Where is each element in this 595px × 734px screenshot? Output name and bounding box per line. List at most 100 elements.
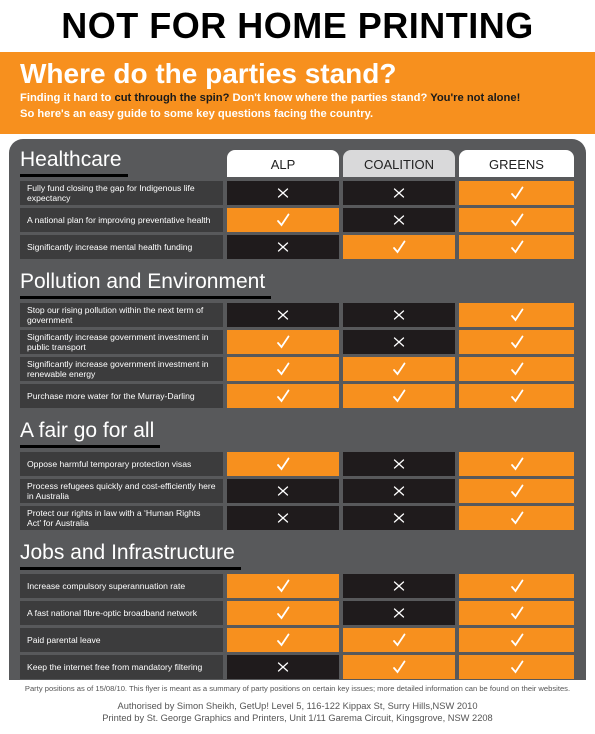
check-icon: [277, 389, 290, 403]
oppose-cell: [227, 479, 339, 503]
support-cell: [227, 601, 339, 625]
row: Significantly increase mental health fun…: [20, 235, 576, 259]
column-header: GREENS: [459, 150, 574, 177]
footnote: Party positions as of 15/08/10. This fly…: [24, 684, 571, 693]
row: Keep the internet free from mandatory fi…: [20, 655, 576, 679]
cross-icon: [277, 486, 289, 496]
oppose-cell: [343, 208, 455, 232]
support-cell: [459, 628, 574, 652]
oppose-cell: [227, 655, 339, 679]
support-cell: [343, 628, 455, 652]
row: A fast national fibre-optic broadband ne…: [20, 601, 576, 625]
support-cell: [343, 357, 455, 381]
question: Fully fund closing the gap for Indigenou…: [20, 181, 223, 205]
cross-icon: [277, 188, 289, 198]
oppose-cell: [227, 181, 339, 205]
support-cell: [227, 357, 339, 381]
intro-text: Finding it hard to: [20, 92, 115, 104]
oppose-cell: [343, 574, 455, 598]
intro-text: Don't know where the parties stand?: [229, 92, 431, 104]
support-cell: [227, 384, 339, 408]
support-cell: [459, 452, 574, 476]
support-cell: [459, 235, 574, 259]
cross-icon: [393, 486, 405, 496]
section-title: A fair go for all: [20, 418, 161, 448]
support-cell: [459, 357, 574, 381]
oppose-cell: [343, 452, 455, 476]
check-icon: [510, 633, 523, 647]
row: Fully fund closing the gap for Indigenou…: [20, 181, 576, 205]
cross-icon: [393, 581, 405, 591]
check-icon: [510, 362, 523, 376]
oppose-cell: [343, 506, 455, 530]
question: A fast national fibre-optic broadband ne…: [20, 601, 223, 625]
cross-icon: [393, 310, 405, 320]
support-cell: [227, 330, 339, 354]
section-title: Pollution and Environment: [20, 269, 272, 299]
row: Oppose harmful temporary protection visa…: [20, 452, 576, 476]
support-cell: [227, 628, 339, 652]
support-cell: [343, 235, 455, 259]
support-cell: [459, 479, 574, 503]
check-icon: [510, 511, 523, 525]
support-cell: [459, 330, 574, 354]
row: Paid parental leave: [20, 628, 576, 652]
support-cell: [459, 181, 574, 205]
support-cell: [227, 452, 339, 476]
column-header: COALITION: [343, 150, 455, 177]
check-icon: [277, 362, 290, 376]
check-icon: [393, 362, 406, 376]
cross-icon: [393, 608, 405, 618]
cross-icon: [393, 337, 405, 347]
check-icon: [277, 457, 290, 471]
support-cell: [459, 384, 574, 408]
support-cell: [459, 303, 574, 327]
check-icon: [393, 240, 406, 254]
section-title: Jobs and Infrastructure: [20, 540, 241, 570]
check-icon: [510, 579, 523, 593]
section-header: Healthcare ALP COALITION GREENS: [20, 147, 576, 177]
support-cell: [227, 208, 339, 232]
printer: Printed by St. George Graphics and Print…: [102, 713, 493, 723]
support-cell: [459, 506, 574, 530]
oppose-cell: [227, 303, 339, 327]
row: Increase compulsory superannuation rate: [20, 574, 576, 598]
cross-icon: [393, 188, 405, 198]
section-header: A fair go for all: [20, 418, 576, 448]
check-icon: [510, 389, 523, 403]
question: Significantly increase mental health fun…: [20, 235, 223, 259]
row: Significantly increase government invest…: [20, 357, 576, 381]
column-header: ALP: [227, 150, 339, 177]
check-icon: [510, 484, 523, 498]
row: Significantly increase government invest…: [20, 330, 576, 354]
check-icon: [277, 606, 290, 620]
check-icon: [393, 660, 406, 674]
check-icon: [510, 660, 523, 674]
question: Keep the internet free from mandatory fi…: [20, 655, 223, 679]
row: A national plan for improving preventati…: [20, 208, 576, 232]
banner: NOT FOR HOME PRINTING: [61, 5, 534, 46]
oppose-cell: [343, 303, 455, 327]
question: Increase compulsory superannuation rate: [20, 574, 223, 598]
cross-icon: [393, 513, 405, 523]
intro: Finding it hard to cut through the spin?…: [20, 90, 575, 106]
check-icon: [277, 579, 290, 593]
authorisation: Authorised by Simon Sheikh, GetUp! Level…: [117, 701, 478, 711]
support-cell: [459, 655, 574, 679]
cross-icon: [393, 459, 405, 469]
oppose-cell: [227, 506, 339, 530]
intro-highlight: cut through the spin?: [114, 92, 230, 104]
intro-highlight: You're not alone!: [430, 92, 521, 104]
check-icon: [277, 213, 290, 227]
question: Stop our rising pollution within the nex…: [20, 303, 223, 327]
check-icon: [510, 308, 523, 322]
comparison-panel: Healthcare ALP COALITION GREENS Fully fund c…: [9, 139, 586, 680]
title: Where do the parties stand?: [20, 58, 397, 89]
footer: Party positions as of 15/08/10. This fly…: [0, 684, 595, 724]
check-icon: [277, 335, 290, 349]
question: Significantly increase government invest…: [20, 357, 223, 381]
support-cell: [343, 384, 455, 408]
row: Process refugees quickly and cost-effici…: [20, 479, 576, 503]
question: Protect our rights in law with a ‘Human …: [20, 506, 223, 530]
support-cell: [343, 655, 455, 679]
